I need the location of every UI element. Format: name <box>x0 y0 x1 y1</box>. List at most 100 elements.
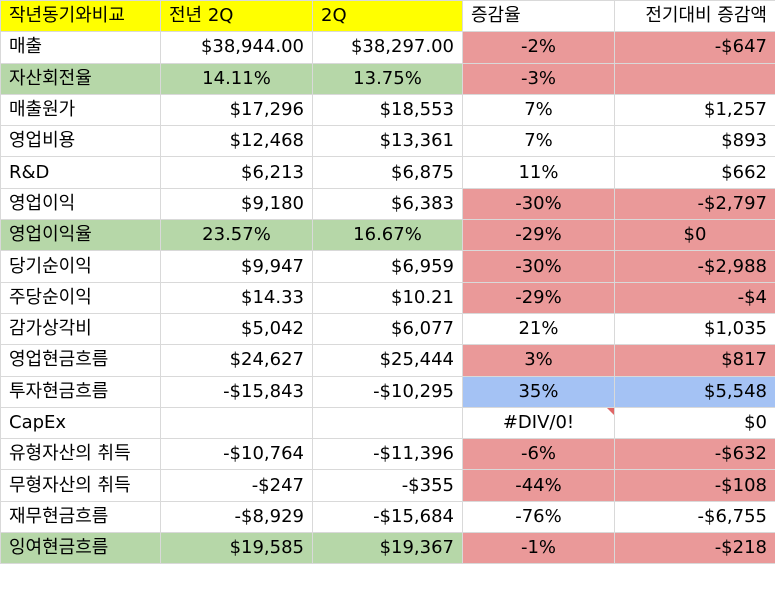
current-2q-cell[interactable]: $18,553 <box>312 93 463 127</box>
change-amount-cell[interactable]: $1,257 <box>614 93 775 127</box>
header-cell[interactable]: 증감율 <box>462 0 615 33</box>
row-label-cell[interactable]: 당기순이익 <box>0 250 161 283</box>
change-amount-cell[interactable]: $5,548 <box>614 375 775 408</box>
change-rate-cell[interactable]: -29% <box>462 219 615 252</box>
change-amount-cell[interactable]: $893 <box>614 125 775 158</box>
row-label-cell[interactable]: 주당순이익 <box>0 281 161 314</box>
row-label-cell[interactable]: 감가상각비 <box>0 312 161 346</box>
row-label-cell[interactable]: 영업현금흐름 <box>0 344 161 377</box>
change-rate-cell[interactable]: 35% <box>462 375 615 408</box>
change-amount-cell[interactable]: -$2,988 <box>614 250 775 283</box>
table-row: 무형자산의 취득 -$247 -$355 -44% -$108 <box>0 469 775 502</box>
row-label-cell[interactable]: 매출원가 <box>0 93 161 127</box>
table-row: 매출원가 $17,296 $18,553 7% $1,257 <box>0 93 775 127</box>
change-rate-cell[interactable]: -30% <box>462 187 615 221</box>
change-rate-cell[interactable]: 11% <box>462 156 615 189</box>
row-label-cell[interactable]: 영업이익 <box>0 187 161 221</box>
row-label-cell[interactable]: 재무현금흐름 <box>0 500 161 534</box>
prev-2q-cell[interactable]: $12,468 <box>160 125 313 158</box>
row-label-cell[interactable]: 매출 <box>0 31 161 64</box>
prev-2q-cell[interactable]: $14.33 <box>160 281 313 314</box>
change-rate-cell[interactable]: -6% <box>462 438 615 471</box>
change-rate-cell[interactable]: -1% <box>462 532 615 565</box>
change-amount-cell[interactable]: -$632 <box>614 438 775 471</box>
prev-2q-cell[interactable]: $9,947 <box>160 250 313 283</box>
current-2q-cell[interactable]: -$11,396 <box>312 438 463 471</box>
current-2q-cell[interactable]: 16.67% <box>312 219 463 252</box>
header-cell[interactable]: 작년동기와비교 <box>0 0 161 33</box>
change-rate-cell[interactable]: -30% <box>462 250 615 283</box>
current-2q-cell[interactable] <box>312 406 463 440</box>
change-amount-cell[interactable]: -$4 <box>614 281 775 314</box>
row-label-cell[interactable]: R&D <box>0 156 161 189</box>
current-2q-cell[interactable]: $25,444 <box>312 344 463 377</box>
change-amount-cell[interactable]: -$108 <box>614 469 775 502</box>
change-amount-cell[interactable]: -$218 <box>614 532 775 565</box>
change-rate-cell[interactable]: -29% <box>462 281 615 314</box>
prev-2q-cell[interactable]: -$10,764 <box>160 438 313 471</box>
current-2q-cell[interactable]: $10.21 <box>312 281 463 314</box>
row-label-cell[interactable]: 무형자산의 취득 <box>0 469 161 502</box>
prev-2q-cell[interactable]: $5,042 <box>160 312 313 346</box>
change-amount-cell[interactable]: -$6,755 <box>614 500 775 534</box>
current-2q-cell[interactable]: -$15,684 <box>312 500 463 534</box>
row-label-cell[interactable]: 자산회전율 <box>0 62 161 95</box>
prev-2q-cell[interactable]: -$15,843 <box>160 375 313 408</box>
header-cell[interactable]: 전기대비 증감액 <box>614 0 775 33</box>
prev-2q-cell[interactable]: -$8,929 <box>160 500 313 534</box>
row-label-cell[interactable]: 유형자산의 취득 <box>0 438 161 471</box>
table-row: 재무현금흐름 -$8,929 -$15,684 -76% -$6,755 <box>0 500 775 534</box>
change-amount-cell[interactable]: -$2,797 <box>614 187 775 221</box>
financial-comparison-table: 작년동기와비교 전년 2Q 2Q 증감율 전기대비 증감액 매출 $38,944.00 $38… <box>0 0 775 565</box>
table-row: CapEx #DIV/0! $0 <box>0 406 775 440</box>
prev-2q-cell[interactable]: $38,944.00 <box>160 31 313 64</box>
row-label-cell[interactable]: 잉여현금흐름 <box>0 532 161 565</box>
change-rate-cell[interactable]: #DIV/0! <box>462 406 615 440</box>
prev-2q-cell[interactable]: -$247 <box>160 469 313 502</box>
prev-2q-cell[interactable]: 14.11% <box>160 62 313 95</box>
change-rate-cell[interactable]: -76% <box>462 500 615 534</box>
change-amount-cell[interactable] <box>614 62 775 95</box>
change-rate-cell[interactable]: 21% <box>462 312 615 346</box>
change-rate-cell[interactable]: 3% <box>462 344 615 377</box>
current-2q-cell[interactable]: -$355 <box>312 469 463 502</box>
change-rate-cell[interactable]: -2% <box>462 31 615 64</box>
current-2q-cell[interactable]: $6,383 <box>312 187 463 221</box>
header-cell[interactable]: 전년 2Q <box>160 0 313 33</box>
table-row: 잉여현금흐름 $19,585 $19,367 -1% -$218 <box>0 532 775 565</box>
row-label-cell[interactable]: 영업비용 <box>0 125 161 158</box>
current-2q-cell[interactable]: $13,361 <box>312 125 463 158</box>
change-rate-cell[interactable]: -3% <box>462 62 615 95</box>
prev-2q-cell[interactable]: 23.57% <box>160 219 313 252</box>
current-2q-cell[interactable]: $6,875 <box>312 156 463 189</box>
row-label-cell[interactable]: 영업이익율 <box>0 219 161 252</box>
table-row: 매출 $38,944.00 $38,297.00 -2% -$647 <box>0 31 775 64</box>
prev-2q-cell[interactable]: $17,296 <box>160 93 313 127</box>
prev-2q-cell[interactable]: $9,180 <box>160 187 313 221</box>
table-row: 주당순이익 $14.33 $10.21 -29% -$4 <box>0 281 775 314</box>
change-amount-cell[interactable]: $1,035 <box>614 312 775 346</box>
prev-2q-cell[interactable]: $24,627 <box>160 344 313 377</box>
prev-2q-cell[interactable]: $6,213 <box>160 156 313 189</box>
current-2q-cell[interactable]: 13.75% <box>312 62 463 95</box>
current-2q-cell[interactable]: $38,297.00 <box>312 31 463 64</box>
change-amount-cell[interactable]: $0 <box>614 219 775 252</box>
row-label-cell[interactable]: 투자현금흐름 <box>0 375 161 408</box>
prev-2q-cell[interactable]: $19,585 <box>160 532 313 565</box>
current-2q-cell[interactable]: $19,367 <box>312 532 463 565</box>
change-amount-cell[interactable]: $662 <box>614 156 775 189</box>
current-2q-cell[interactable]: $6,959 <box>312 250 463 283</box>
header-cell[interactable]: 2Q <box>312 0 463 33</box>
change-amount-cell[interactable]: $0 <box>614 406 775 440</box>
change-amount-cell[interactable]: $817 <box>614 344 775 377</box>
current-2q-cell[interactable]: $6,077 <box>312 312 463 346</box>
row-label-cell[interactable]: CapEx <box>0 406 161 440</box>
table-row: 영업이익율 23.57% 16.67% -29% $0 <box>0 219 775 252</box>
change-amount-cell[interactable]: -$647 <box>614 31 775 64</box>
current-2q-cell[interactable]: -$10,295 <box>312 375 463 408</box>
change-rate-cell[interactable]: 7% <box>462 93 615 127</box>
prev-2q-cell[interactable] <box>160 406 313 440</box>
change-rate-cell[interactable]: 7% <box>462 125 615 158</box>
change-rate-cell[interactable]: -44% <box>462 469 615 502</box>
